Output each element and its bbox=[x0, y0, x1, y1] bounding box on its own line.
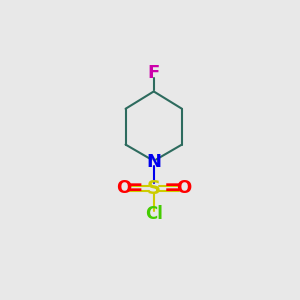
Text: Cl: Cl bbox=[145, 205, 163, 223]
Text: O: O bbox=[116, 179, 131, 197]
Text: F: F bbox=[148, 64, 160, 82]
Text: N: N bbox=[146, 153, 161, 171]
Text: O: O bbox=[176, 179, 191, 197]
Text: S: S bbox=[147, 179, 161, 198]
Text: =: = bbox=[126, 178, 144, 198]
Text: =: = bbox=[164, 178, 182, 198]
